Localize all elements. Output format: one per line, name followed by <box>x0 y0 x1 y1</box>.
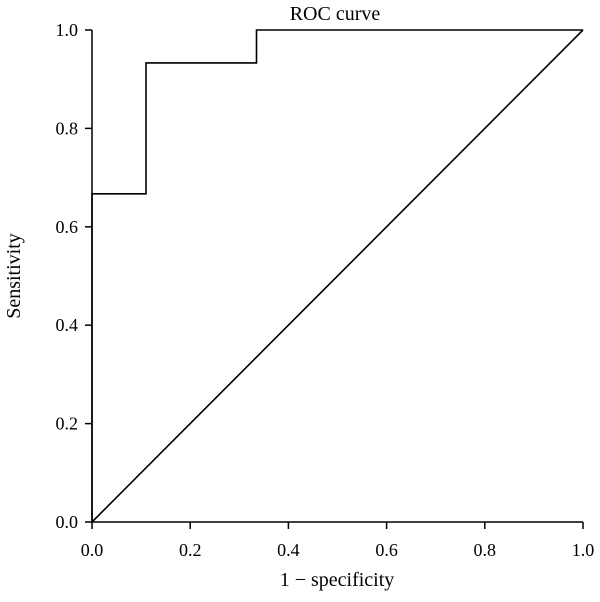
y-axis-title: Sensitivity <box>3 233 25 319</box>
y-tick-label: 0.6 <box>56 217 79 237</box>
x-axis-title: 1 − specificity <box>280 569 395 591</box>
chart-title: ROC curve <box>290 3 381 25</box>
ticks: 0.0 0.2 0.4 0.6 0.8 1.0 0.0 0.2 0.4 0.6 0.8 1.0 <box>56 20 595 560</box>
x-tick-label: 0.6 <box>375 540 398 560</box>
y-tick-label: 0.0 <box>56 512 79 532</box>
x-tick-label: 0.4 <box>277 540 300 560</box>
x-tick-label: 0.2 <box>179 540 202 560</box>
y-tick-label: 0.8 <box>56 118 79 138</box>
roc-curve-line <box>91 29 583 522</box>
x-tick-label: 1.0 <box>572 540 595 560</box>
y-tick-label: 0.2 <box>56 414 79 434</box>
x-tick-label: 0.8 <box>474 540 497 560</box>
x-tick-label: 0.0 <box>81 540 104 560</box>
y-tick-label: 0.4 <box>56 315 79 335</box>
y-tick-label: 1.0 <box>56 20 79 40</box>
series <box>91 29 584 523</box>
reference-diagonal-line <box>91 29 584 523</box>
